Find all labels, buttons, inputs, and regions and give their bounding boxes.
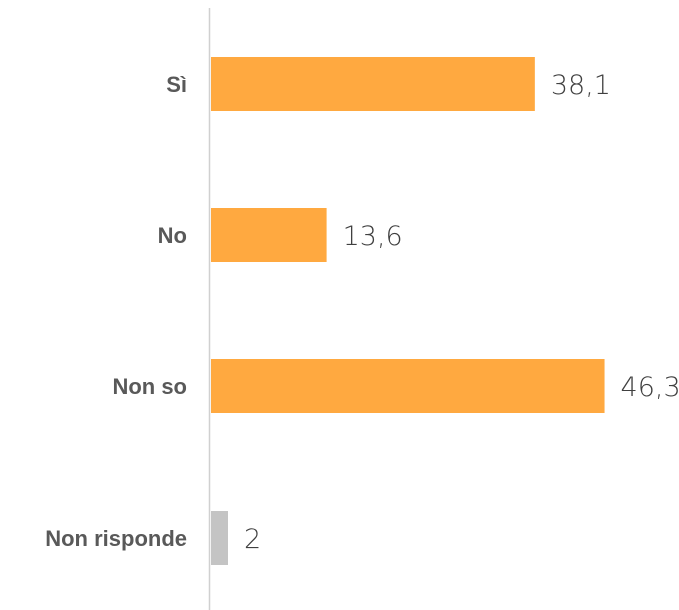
bar-0 — [211, 57, 535, 111]
category-label-1: No — [158, 223, 187, 248]
category-labels-group: Sì No Non so Non risponde — [45, 72, 187, 551]
value-label-0: 38,1 — [551, 70, 611, 101]
bar-1 — [211, 208, 327, 262]
category-label-0: Sì — [166, 72, 187, 97]
value-label-1: 13,6 — [343, 221, 403, 252]
bar-3 — [211, 511, 228, 565]
category-label-3: Non risponde — [45, 526, 187, 551]
value-label-2: 46,3 — [621, 372, 679, 403]
category-label-2: Non so — [112, 374, 187, 399]
value-labels-group: 38,1 13,6 46,3 2 — [244, 70, 679, 555]
bars-group — [211, 57, 605, 565]
value-label-3: 2 — [244, 524, 261, 555]
bar-2 — [211, 359, 605, 413]
